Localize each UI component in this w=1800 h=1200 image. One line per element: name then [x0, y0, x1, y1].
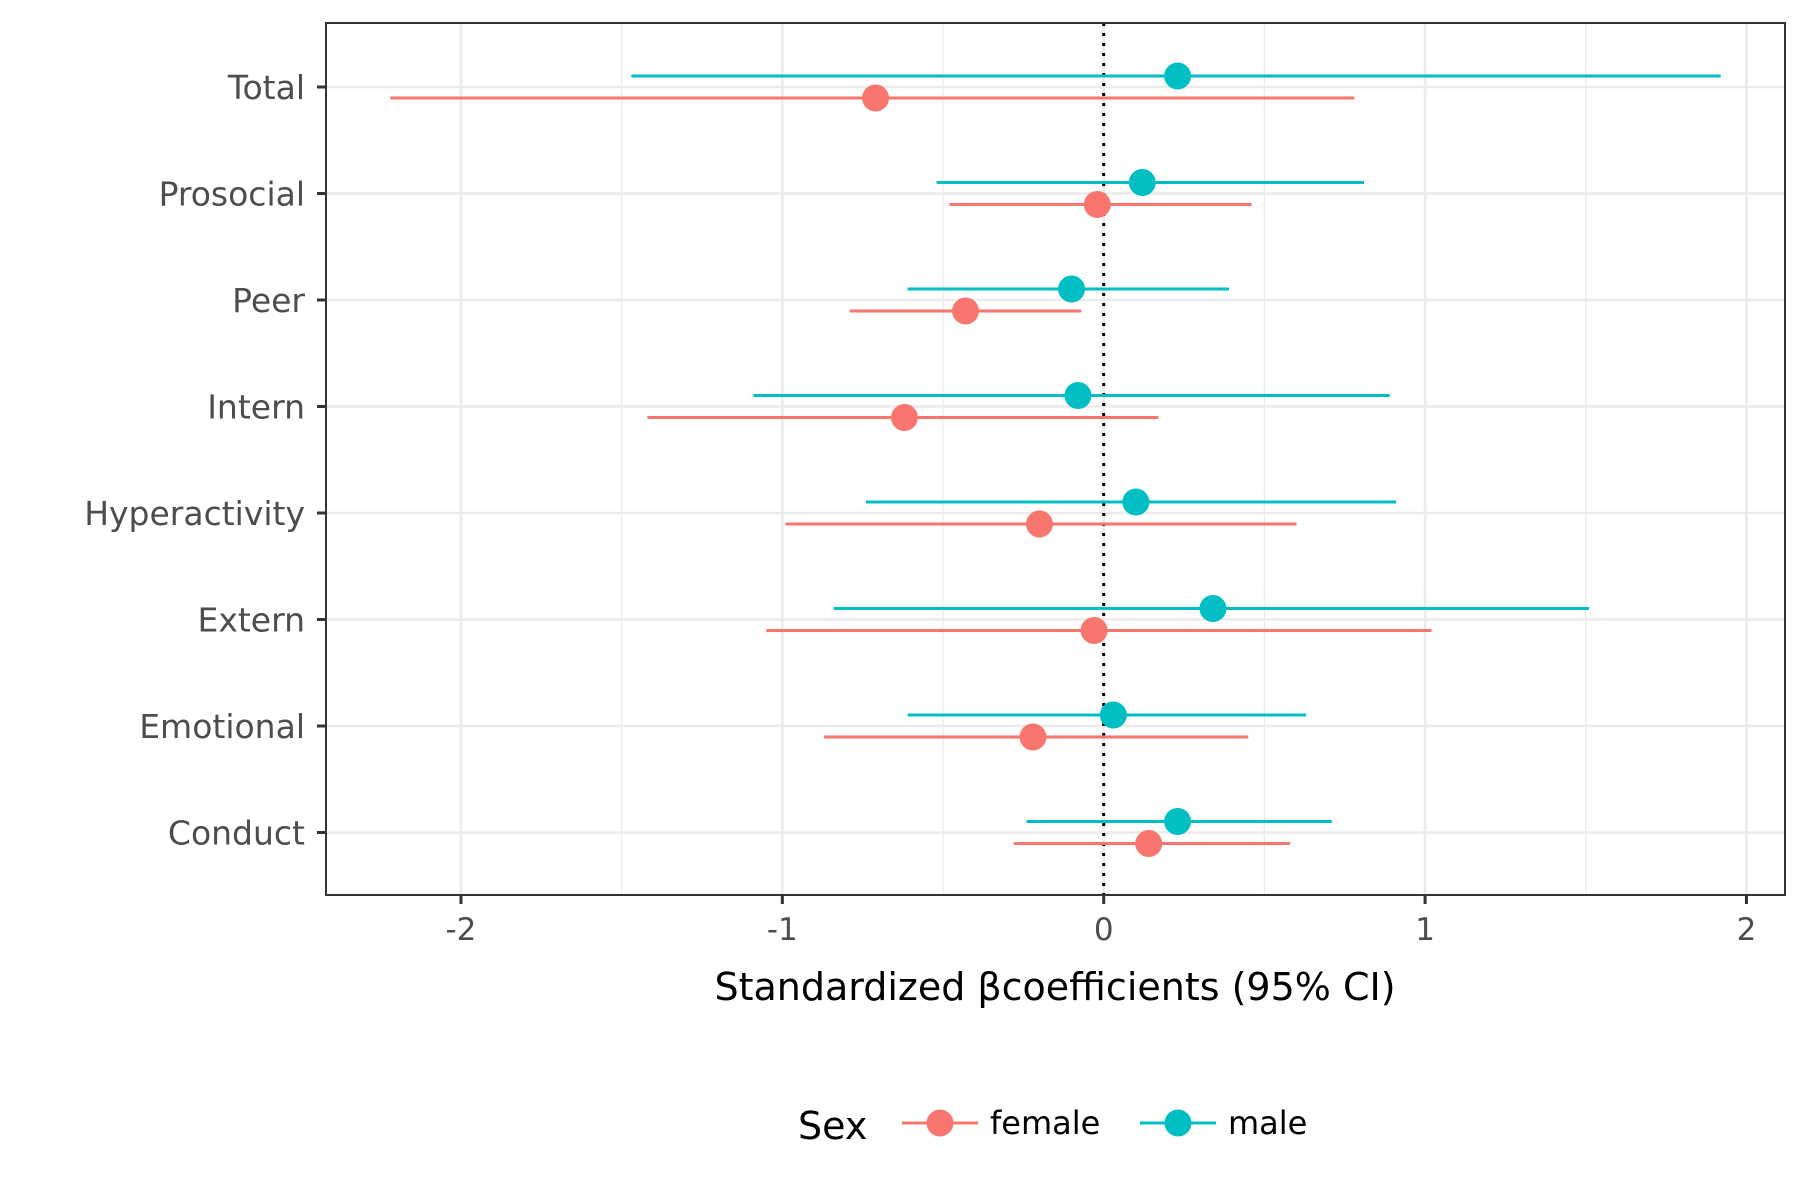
- series-male: [631, 62, 1721, 835]
- y-tick-label: Extern: [197, 601, 305, 640]
- y-tick-label: Total: [227, 68, 305, 107]
- y-tick-label: Prosocial: [159, 175, 305, 214]
- point-male: [1164, 62, 1192, 90]
- x-axis: -2 -1 0 1 2: [446, 895, 1757, 948]
- series-layer: [390, 62, 1721, 857]
- y-tick-label: Hyperactivity: [84, 494, 305, 533]
- point-male: [1199, 595, 1227, 622]
- y-tick-label: Emotional: [139, 707, 305, 746]
- point-male: [1064, 382, 1092, 409]
- point-male: [1122, 488, 1150, 516]
- y-axis: Total Prosocial Peer Intern Hyperactivity Ext…: [84, 68, 326, 853]
- plot-panel: [326, 23, 1785, 895]
- legend-item-male: male: [1140, 1104, 1307, 1142]
- legend-title: Sex: [798, 1104, 867, 1148]
- legend-label: male: [1228, 1104, 1307, 1142]
- point-male: [1099, 701, 1127, 729]
- legend: Sex female male: [798, 1104, 1307, 1148]
- point-female: [952, 297, 980, 325]
- x-tick-label: 1: [1415, 912, 1435, 948]
- point-female: [1019, 723, 1047, 751]
- point-female: [1025, 510, 1053, 538]
- y-tick-label: Conduct: [168, 814, 305, 853]
- x-tick-label: 2: [1737, 912, 1757, 948]
- point-female: [1083, 191, 1111, 218]
- x-axis-title: Standardized βcoefficients (95% CI): [714, 965, 1395, 1009]
- point-male: [1164, 808, 1192, 835]
- x-tick-label: -1: [767, 912, 798, 948]
- major-gridlines: [326, 23, 1785, 895]
- point-female: [890, 404, 918, 431]
- x-tick-label: -2: [446, 912, 477, 948]
- plot-panel-border: [325, 22, 1786, 896]
- point-female: [1135, 830, 1163, 857]
- minor-gridlines: [621, 23, 1587, 895]
- legend-items: female male: [902, 1104, 1307, 1142]
- point-male: [1128, 169, 1156, 196]
- point-male: [1058, 275, 1086, 303]
- y-tick-label: Peer: [232, 281, 305, 320]
- point-female: [1080, 617, 1108, 644]
- legend-key-point: [1164, 1109, 1192, 1137]
- series-female: [390, 84, 1432, 857]
- legend-key-point: [926, 1109, 954, 1137]
- legend-item-female: female: [902, 1104, 1100, 1142]
- point-female: [862, 84, 890, 112]
- x-tick-label: 0: [1094, 912, 1114, 948]
- legend-label: female: [990, 1104, 1100, 1142]
- y-tick-label: Intern: [207, 388, 305, 427]
